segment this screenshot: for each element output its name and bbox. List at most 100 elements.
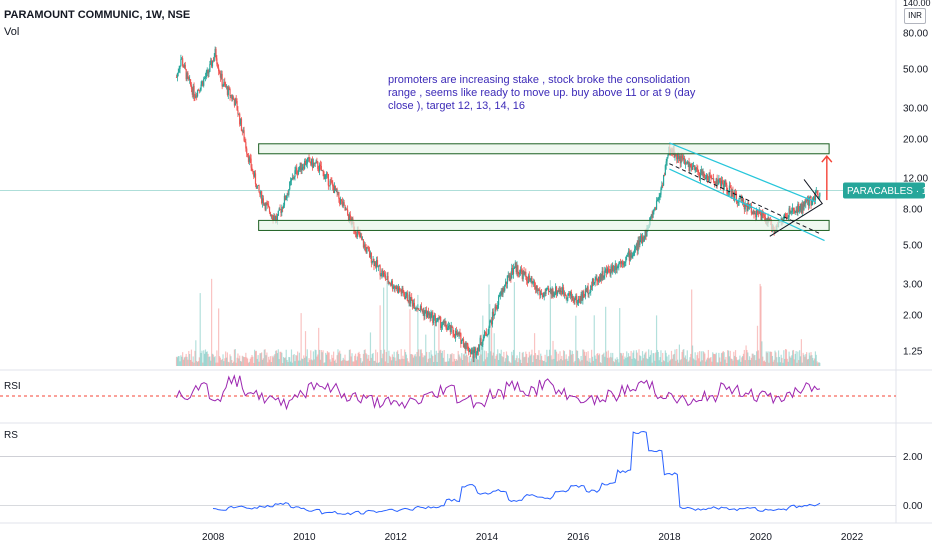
volume-bar — [185, 353, 187, 366]
volume-bar — [396, 351, 398, 366]
candle-body — [737, 201, 739, 204]
volume-bar — [559, 351, 561, 366]
volume-bar — [450, 354, 452, 366]
volume-bar — [348, 349, 351, 366]
candle-body — [733, 194, 735, 201]
candle-body — [629, 253, 631, 261]
volume-bar — [669, 360, 671, 366]
volume-bar — [497, 349, 499, 366]
candle-body — [382, 270, 384, 277]
volume-bar — [739, 355, 741, 366]
volume-bar — [341, 360, 343, 366]
volume-bar — [568, 356, 570, 366]
volume-bar — [662, 352, 664, 366]
candle-body — [363, 244, 365, 248]
volume-bar — [440, 349, 442, 366]
candle-body — [414, 308, 416, 310]
volume-bar — [718, 352, 720, 366]
volume-bar — [680, 359, 682, 366]
volume-bar — [182, 352, 184, 366]
candle-body — [802, 204, 804, 210]
volume-bar — [443, 350, 445, 366]
candle-body — [411, 300, 414, 307]
candle-body — [797, 204, 799, 213]
volume-bar — [734, 350, 737, 366]
volume-bar — [770, 351, 772, 366]
candle-body — [473, 349, 475, 359]
candle-body — [607, 268, 609, 270]
candle-body — [763, 215, 766, 218]
volume-bar — [345, 360, 347, 366]
volume-bar — [563, 351, 566, 366]
volume-bar — [212, 354, 214, 366]
candle-body — [718, 178, 720, 184]
volume-bar — [377, 362, 379, 366]
candle-body — [703, 171, 705, 178]
volume-bar — [484, 359, 487, 366]
candle-body — [326, 173, 329, 175]
volume-bar — [311, 359, 313, 366]
triangle-pattern — [769, 179, 823, 237]
volume-bar — [683, 349, 685, 366]
candle-body — [318, 164, 321, 172]
candle-body — [608, 269, 610, 273]
volume-bar — [338, 352, 340, 366]
volume-bar — [470, 358, 472, 366]
volume-bar — [605, 306, 607, 366]
volume-bar — [196, 360, 198, 366]
candle-body — [539, 290, 541, 296]
candle-body — [181, 58, 183, 60]
candle-body — [677, 154, 679, 160]
channel-upper-line — [669, 142, 816, 203]
volume-bar — [676, 349, 678, 366]
volume-bar — [560, 358, 562, 366]
volume-bar — [584, 351, 586, 366]
candle-body — [379, 265, 381, 276]
volume-bar — [331, 354, 333, 366]
volume-bar — [494, 358, 496, 366]
volume-bar — [561, 355, 563, 366]
candle-body — [428, 312, 430, 316]
candle-body — [454, 336, 456, 338]
candle-body — [407, 300, 409, 302]
candle-body — [442, 320, 444, 325]
volume-bar — [176, 357, 178, 366]
candle-body — [543, 292, 545, 297]
candle-body — [395, 288, 397, 289]
volume-bar — [230, 356, 232, 366]
candle-body — [185, 69, 187, 80]
candle-body — [605, 269, 607, 271]
volume-bar — [319, 359, 322, 366]
volume-bar — [381, 358, 383, 366]
volume-bar — [597, 353, 599, 366]
candle-body — [443, 320, 445, 323]
candle-body — [224, 81, 226, 85]
volume-bar — [272, 357, 274, 366]
candle-body — [328, 185, 330, 187]
volume-bar — [461, 353, 463, 366]
candle-body — [297, 173, 299, 175]
volume-bar — [499, 353, 501, 366]
candle-body — [390, 281, 393, 286]
candle-body — [194, 96, 196, 98]
candle-body — [215, 49, 217, 59]
volume-bar — [808, 352, 810, 366]
candle-body — [686, 162, 688, 164]
candle-body — [445, 321, 447, 328]
candle-body — [727, 190, 729, 194]
candle-body — [567, 293, 569, 299]
candle-body — [593, 282, 595, 285]
volume-bar — [792, 349, 795, 366]
volume-bar — [569, 350, 572, 366]
volume-bar — [533, 333, 536, 366]
candle-body — [674, 154, 676, 158]
candle-body — [521, 271, 523, 280]
candle-body — [556, 290, 558, 295]
candle-body — [688, 161, 690, 172]
candle-body — [344, 204, 346, 211]
currency-badge[interactable]: INR — [904, 8, 926, 24]
volume-bar — [688, 360, 690, 366]
candle-body — [280, 209, 282, 213]
candle-body — [190, 85, 193, 89]
